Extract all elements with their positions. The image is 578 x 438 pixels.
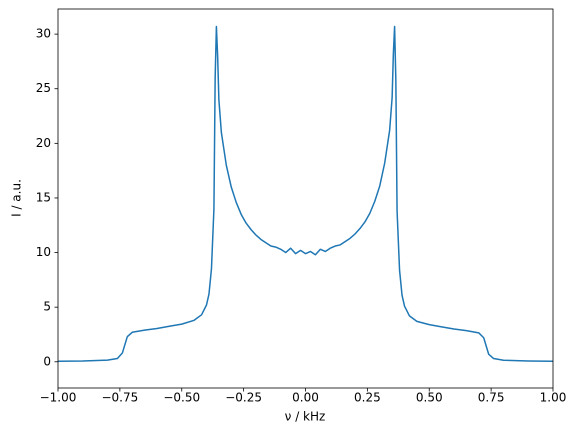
x-axis-label: ν / kHz	[285, 410, 326, 424]
y-tick-label: 20	[36, 136, 51, 150]
y-tick-label: 30	[36, 27, 51, 41]
y-tick-label: 5	[43, 300, 51, 314]
x-tick-label: 0.75	[478, 391, 505, 405]
data-line	[57, 25, 554, 362]
x-tick-label: 1.00	[540, 391, 567, 405]
x-tick-label: 0.25	[354, 391, 381, 405]
x-tick-label: −0.50	[163, 391, 200, 405]
x-tick-label: 0.00	[292, 391, 319, 405]
x-tick-label: −0.25	[225, 391, 262, 405]
y-tick-label: 10	[36, 245, 51, 259]
y-tick-label: 25	[36, 81, 51, 95]
x-tick-label: −0.75	[101, 391, 138, 405]
plot-frame	[57, 8, 554, 389]
y-axis-label: I / a.u.	[10, 179, 24, 217]
x-tick-label: 0.50	[416, 391, 443, 405]
y-tick-label: 0	[43, 354, 51, 368]
x-tick-label: −1.00	[40, 391, 77, 405]
y-tick-label: 15	[36, 190, 51, 204]
